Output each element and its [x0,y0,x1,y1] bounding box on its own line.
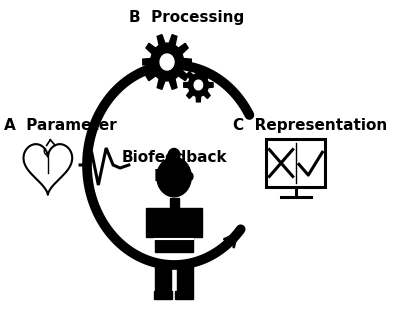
Bar [175,291,194,299]
Polygon shape [143,35,191,89]
Polygon shape [194,80,203,90]
Bar [156,263,171,291]
Text: Biofeedback: Biofeedback [121,149,227,164]
Polygon shape [160,54,174,70]
Circle shape [168,149,180,162]
Bar [266,139,326,187]
Text: Loop: Loop [153,169,195,184]
Text: A  Parameter: A Parameter [4,118,117,133]
Bar [193,208,202,237]
Bar [156,242,192,252]
Bar [170,198,178,208]
Text: B  Processing: B Processing [129,10,244,25]
Bar [154,291,172,299]
Bar [146,208,155,237]
Circle shape [157,157,191,197]
Polygon shape [184,68,213,102]
Bar [155,208,193,242]
Text: C  Representation: C Representation [233,118,388,133]
Bar [177,263,192,291]
